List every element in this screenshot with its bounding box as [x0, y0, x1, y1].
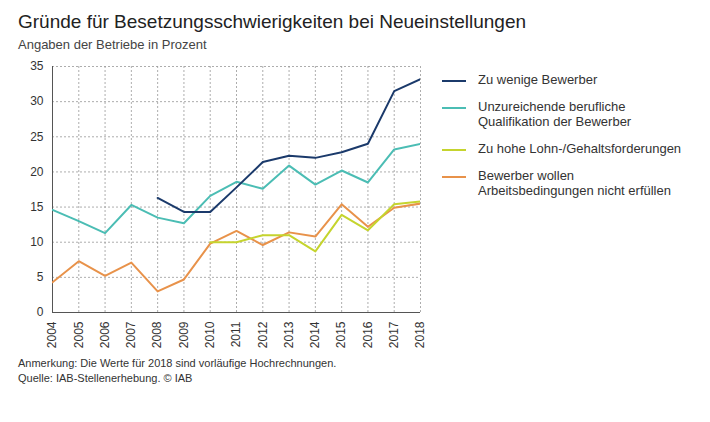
- svg-text:0: 0: [37, 305, 44, 319]
- html-text:Angaben der Betriebe in Prozen: Angaben der Betriebe in Prozent: [18, 37, 207, 52]
- svg-text:2004: 2004: [45, 321, 59, 348]
- svg-text:35: 35: [30, 59, 44, 73]
- svg-text:5: 5: [37, 270, 44, 284]
- svg-text:2012: 2012: [256, 321, 270, 348]
- html-text:Quelle: IAB-Stellenerhebung. ©: Quelle: IAB-Stellenerhebung. © IAB: [18, 372, 193, 384]
- svg-text:2013: 2013: [282, 321, 296, 348]
- svg-text:25: 25: [30, 130, 44, 144]
- svg-text:2018: 2018: [413, 321, 427, 348]
- svg-text:2010: 2010: [203, 321, 217, 348]
- html-text:Gründe für Besetzungsschwierig: Gründe für Besetzungsschwierigkeiten bei…: [18, 11, 526, 32]
- svg-text:2008: 2008: [150, 321, 164, 348]
- html-text:Zu wenige Bewerber: Zu wenige Bewerber: [478, 72, 598, 87]
- svg-text:20: 20: [30, 165, 44, 179]
- svg-text:2011: 2011: [229, 321, 243, 347]
- svg-text:2017: 2017: [387, 321, 401, 348]
- svg-text:2015: 2015: [334, 321, 348, 348]
- svg-text:2016: 2016: [361, 321, 375, 348]
- html-text:Zu hohe Lohn-/Gehaltsforderung: Zu hohe Lohn-/Gehaltsforderungen: [478, 141, 682, 156]
- html-text:Bewerber wollen Arbeitsbedingu: Bewerber wollen Arbeitsbedingungen nicht…: [478, 168, 671, 198]
- svg-text:2005: 2005: [72, 321, 86, 348]
- svg-text:30: 30: [30, 94, 44, 108]
- svg-text:2006: 2006: [98, 321, 112, 348]
- svg-text:15: 15: [30, 200, 44, 214]
- svg-text:2009: 2009: [177, 321, 191, 348]
- svg-text:10: 10: [30, 235, 44, 249]
- html-text:Unzureichende berufliche Quali: Unzureichende berufliche Qualifikation d…: [478, 99, 632, 129]
- svg-text:2014: 2014: [308, 321, 322, 348]
- svg-text:2007: 2007: [124, 321, 138, 348]
- html-text:Anmerkung: Die Werte für 2018: Anmerkung: Die Werte für 2018 sind vorlä…: [18, 357, 337, 369]
